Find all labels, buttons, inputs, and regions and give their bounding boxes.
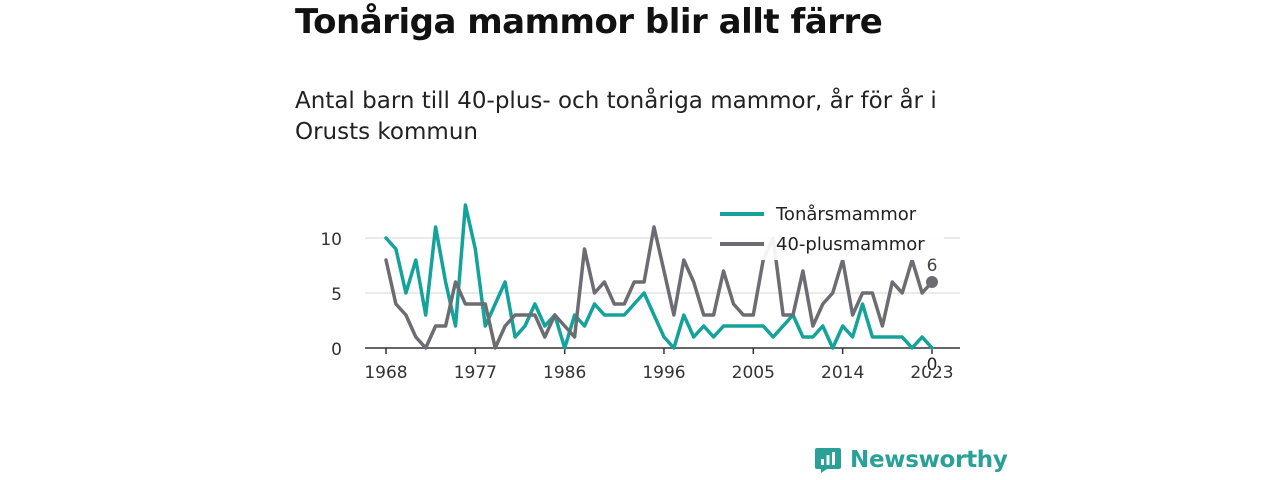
chart-title: Tonåriga mammor blir allt färre <box>295 2 883 42</box>
x-tick-label: 2023 <box>910 363 953 383</box>
newsworthy-logo-icon <box>815 448 841 473</box>
x-tick-label: 2005 <box>732 363 775 383</box>
end-value-label: 0 <box>927 355 938 375</box>
legend: Tonårsmammor 40-plusmammor <box>712 198 944 260</box>
legend-background <box>712 198 944 260</box>
axes: 0 5 10 1968 1977 1986 1996 2005 2014 2023 <box>320 230 960 383</box>
y-tick-label: 10 <box>320 230 342 250</box>
x-tick-label: 1996 <box>642 363 685 383</box>
series-lines <box>384 203 938 350</box>
series-line-40-plusmammor <box>384 225 934 350</box>
newsworthy-logo: Newsworthy <box>814 446 1008 474</box>
y-tick-label: 5 <box>331 285 342 305</box>
chart-subtitle: Antal barn till 40-plus- och tonåriga ma… <box>295 88 937 145</box>
x-tick-label: 1977 <box>454 363 497 383</box>
series-end-marker <box>926 276 938 288</box>
legend-label: Tonårsmammor <box>775 204 917 225</box>
series-line-tonarsmammor <box>384 203 934 350</box>
y-tick-label: 0 <box>331 340 342 360</box>
x-tick-label: 2014 <box>821 363 864 383</box>
x-tick-label: 1968 <box>364 363 407 383</box>
x-tick-label: 1986 <box>543 363 586 383</box>
legend-label: 40-plusmammor <box>776 234 925 255</box>
end-labels: 60 <box>925 255 939 377</box>
brand-name: Newsworthy <box>850 447 1008 473</box>
end-value-label: 6 <box>927 256 938 276</box>
